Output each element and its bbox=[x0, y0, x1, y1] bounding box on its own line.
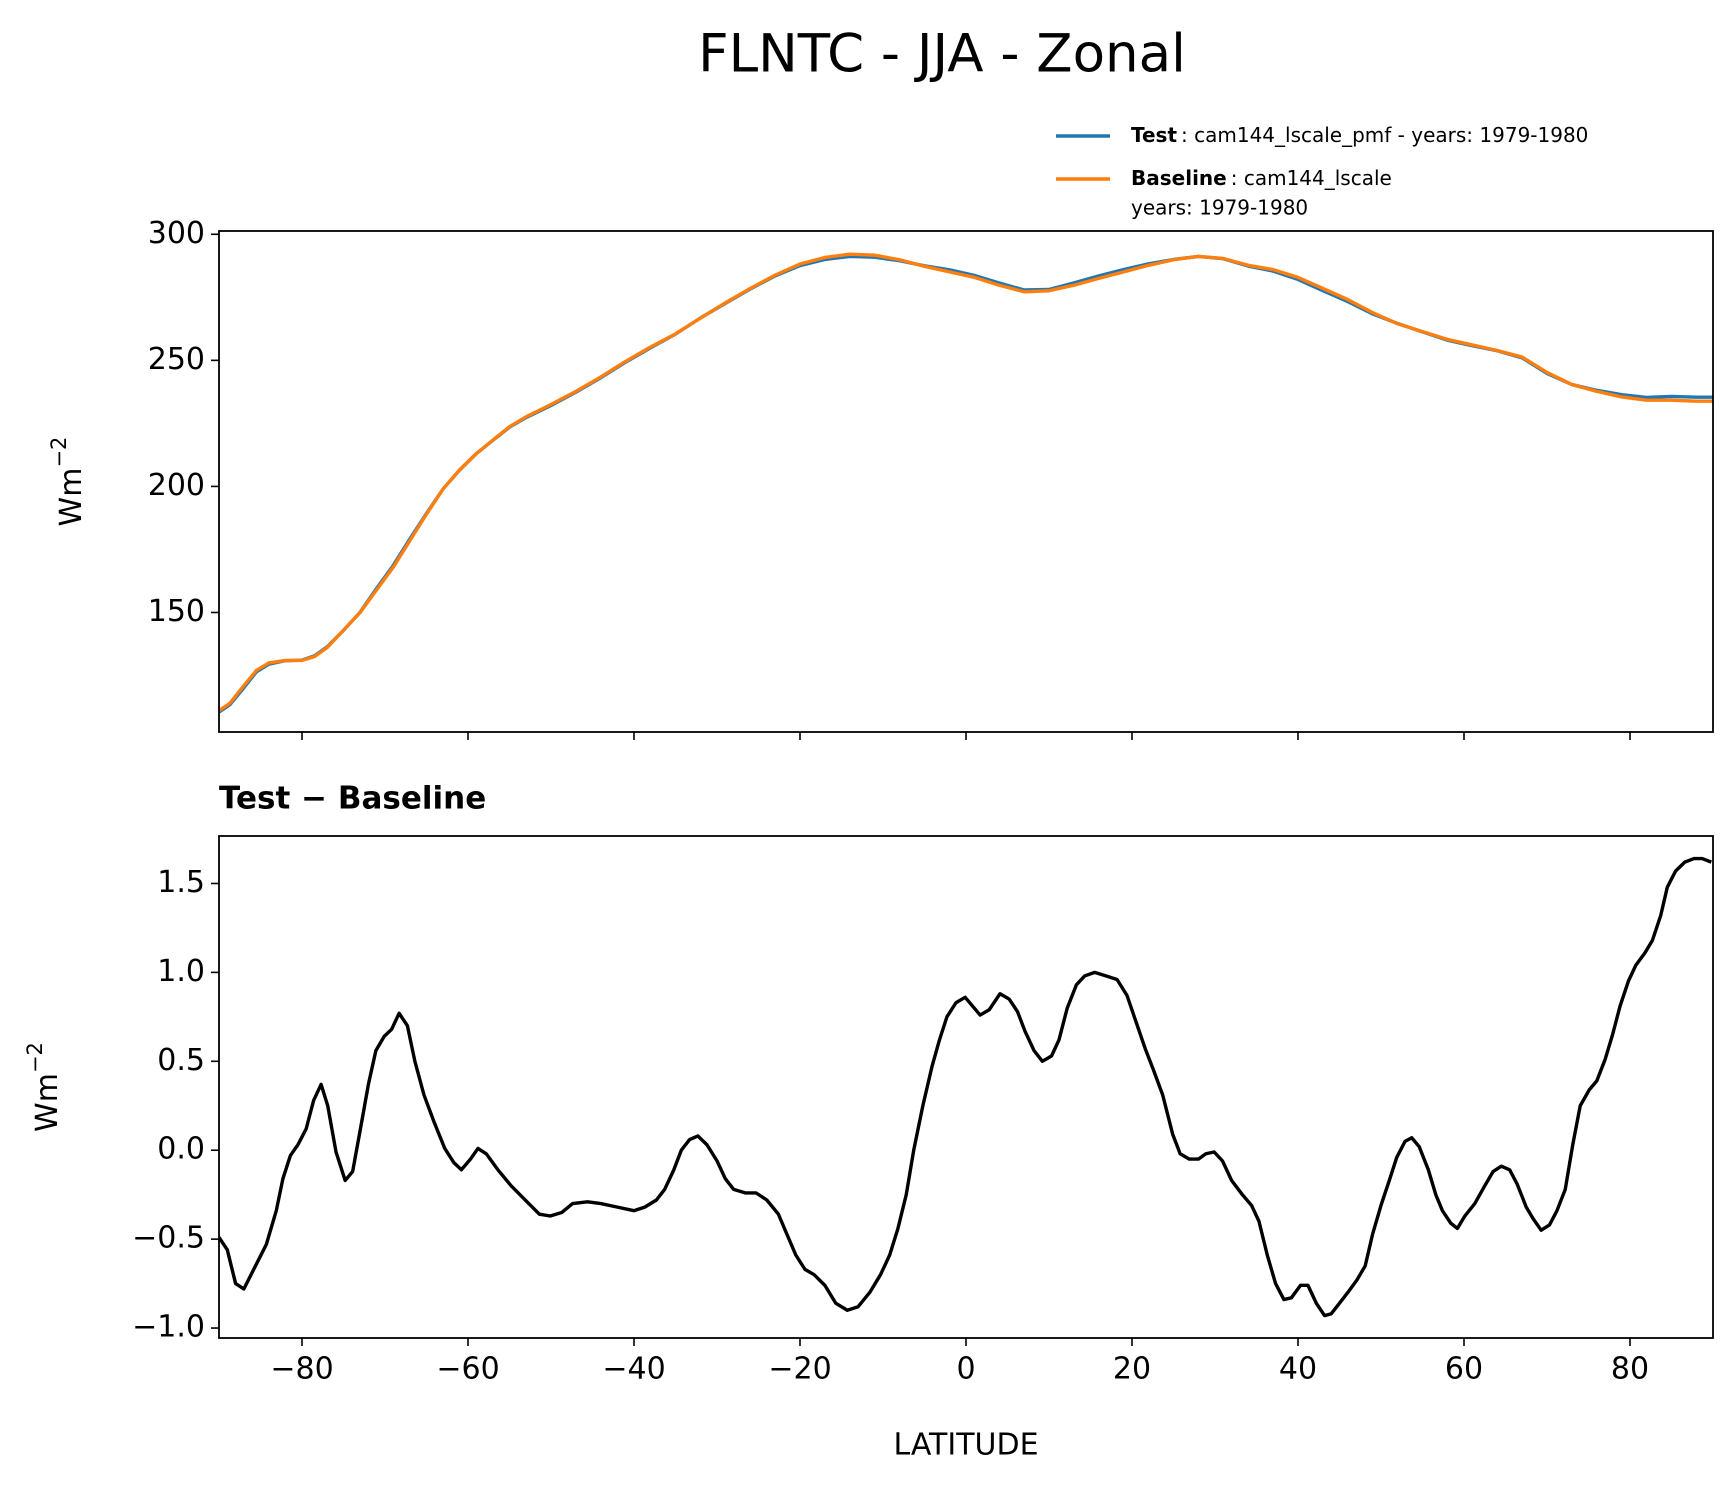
x-tick-label: 20 bbox=[1113, 1352, 1151, 1387]
y-tick-label: 1.0 bbox=[157, 954, 205, 989]
x-tick-label: 0 bbox=[956, 1352, 975, 1387]
subplot-title: Test − Baseline bbox=[219, 781, 486, 817]
legend-text: years: 1979-1980 bbox=[1131, 196, 1308, 220]
y-label-sup: −2 bbox=[23, 1042, 47, 1073]
y-tick-label: 200 bbox=[148, 468, 205, 503]
legend-text: : cam144_lscale bbox=[1231, 166, 1392, 190]
legend-text: : cam144_lscale_pmf - years: 1979-1980 bbox=[1181, 123, 1588, 147]
y-axis-label: Wm−2 bbox=[47, 437, 89, 527]
y-tick-label: 300 bbox=[148, 216, 205, 251]
y-label-base: Wm bbox=[30, 1073, 65, 1132]
axes-frame bbox=[218, 835, 1714, 1339]
figure-title: FLNTC - JJA - Zonal bbox=[698, 24, 1186, 85]
y-tick-label: 1.5 bbox=[157, 865, 205, 900]
x-tick-label: 40 bbox=[1279, 1352, 1317, 1387]
y-tick-label: 250 bbox=[148, 342, 205, 377]
x-tick-label: 80 bbox=[1611, 1352, 1649, 1387]
legend-label: Baseline: cam144_lscale bbox=[1131, 166, 1392, 190]
y-tick-label: 150 bbox=[148, 594, 205, 629]
data-line bbox=[219, 252, 1713, 713]
y-tick-label: −1.0 bbox=[132, 1310, 205, 1345]
y-tick-label: 0.0 bbox=[157, 1132, 205, 1167]
x-axis-label: LATITUDE bbox=[893, 1428, 1038, 1463]
x-tick-label: −60 bbox=[436, 1352, 499, 1387]
y-tick-label: 0.5 bbox=[157, 1043, 205, 1078]
x-tick-label: −40 bbox=[602, 1352, 665, 1387]
legend-name: Test bbox=[1131, 123, 1177, 147]
legend-label: Test: cam144_lscale_pmf - years: 1979-19… bbox=[1131, 123, 1588, 147]
y-tick-label: −0.5 bbox=[132, 1221, 205, 1256]
x-tick-label: −80 bbox=[270, 1352, 333, 1387]
y-axis-label: Wm−2 bbox=[23, 1042, 65, 1132]
y-label-sup: −2 bbox=[47, 437, 71, 468]
data-line bbox=[219, 856, 1712, 1318]
x-tick-label: −20 bbox=[768, 1352, 831, 1387]
legend-name: Baseline bbox=[1131, 166, 1227, 190]
x-tick-label: 60 bbox=[1445, 1352, 1483, 1387]
y-label-base: Wm bbox=[54, 468, 89, 527]
axes-frame bbox=[218, 230, 1714, 733]
